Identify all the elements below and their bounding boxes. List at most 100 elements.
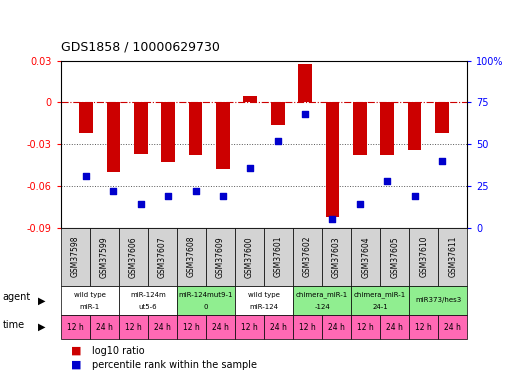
- Text: GSM37608: GSM37608: [187, 236, 196, 278]
- Text: GSM37603: GSM37603: [332, 236, 341, 278]
- Bar: [119, 286, 177, 315]
- Text: GSM37607: GSM37607: [158, 236, 167, 278]
- Point: [274, 138, 282, 144]
- Bar: [206, 228, 235, 286]
- Bar: [119, 228, 148, 286]
- Bar: [353, 102, 366, 155]
- Bar: [235, 315, 264, 339]
- Text: GSM37610: GSM37610: [419, 236, 428, 278]
- Text: 24 h: 24 h: [386, 322, 403, 332]
- Point: [219, 193, 227, 199]
- Text: 24 h: 24 h: [96, 322, 112, 332]
- Point: [328, 216, 337, 222]
- Text: agent: agent: [3, 292, 31, 303]
- Point: [137, 201, 145, 207]
- Text: 12 h: 12 h: [67, 322, 83, 332]
- Point: [246, 165, 254, 171]
- Text: 0: 0: [204, 304, 208, 310]
- Text: GSM37599: GSM37599: [100, 236, 109, 278]
- Text: 12 h: 12 h: [125, 322, 142, 332]
- Bar: [293, 315, 322, 339]
- Bar: [206, 315, 235, 339]
- Bar: [438, 315, 467, 339]
- Bar: [351, 315, 380, 339]
- Bar: [380, 102, 394, 155]
- Text: miR-124mut9-1: miR-124mut9-1: [178, 292, 233, 298]
- Bar: [351, 286, 409, 315]
- Text: chimera_miR-1: chimera_miR-1: [296, 292, 348, 298]
- Bar: [177, 315, 206, 339]
- Text: miR-124m: miR-124m: [130, 292, 166, 298]
- Bar: [188, 102, 202, 155]
- Text: ■: ■: [71, 360, 82, 370]
- Bar: [322, 228, 351, 286]
- Text: 24 h: 24 h: [328, 322, 345, 332]
- Bar: [177, 228, 206, 286]
- Bar: [61, 315, 90, 339]
- Text: wild type: wild type: [74, 292, 106, 298]
- Bar: [351, 228, 380, 286]
- Point: [410, 193, 419, 199]
- Text: miR-1: miR-1: [80, 304, 100, 310]
- Bar: [326, 102, 340, 216]
- Bar: [162, 102, 175, 162]
- Bar: [435, 102, 449, 133]
- Bar: [177, 286, 235, 315]
- Bar: [90, 315, 119, 339]
- Text: chimera_miR-1: chimera_miR-1: [354, 292, 406, 298]
- Text: 12 h: 12 h: [357, 322, 374, 332]
- Bar: [61, 228, 90, 286]
- Point: [355, 201, 364, 207]
- Bar: [235, 228, 264, 286]
- Text: GSM37604: GSM37604: [361, 236, 370, 278]
- Text: GSM37600: GSM37600: [245, 236, 254, 278]
- Text: 12 h: 12 h: [241, 322, 258, 332]
- Point: [109, 188, 118, 194]
- Text: GSM37601: GSM37601: [274, 236, 283, 278]
- Text: miR373/hes3: miR373/hes3: [415, 297, 461, 303]
- Bar: [148, 315, 177, 339]
- Point: [301, 111, 309, 117]
- Point: [164, 193, 173, 199]
- Bar: [293, 228, 322, 286]
- Bar: [90, 228, 119, 286]
- Text: miR-124: miR-124: [250, 304, 278, 310]
- Text: wild type: wild type: [248, 292, 280, 298]
- Text: GSM37606: GSM37606: [129, 236, 138, 278]
- Point: [82, 173, 90, 179]
- Bar: [148, 228, 177, 286]
- Text: ▶: ▶: [38, 322, 45, 332]
- Bar: [322, 315, 351, 339]
- Bar: [235, 286, 293, 315]
- Bar: [134, 102, 148, 154]
- Text: 24 h: 24 h: [212, 322, 229, 332]
- Bar: [107, 102, 120, 172]
- Text: ut5-6: ut5-6: [138, 304, 157, 310]
- Text: GDS1858 / 10000629730: GDS1858 / 10000629730: [61, 40, 220, 53]
- Bar: [61, 286, 119, 315]
- Bar: [380, 228, 409, 286]
- Point: [191, 188, 200, 194]
- Text: time: time: [3, 320, 25, 330]
- Text: GSM37605: GSM37605: [390, 236, 399, 278]
- Point: [383, 178, 391, 184]
- Text: GSM37602: GSM37602: [303, 236, 312, 278]
- Text: 24-1: 24-1: [372, 304, 388, 310]
- Text: GSM37609: GSM37609: [216, 236, 225, 278]
- Text: 12 h: 12 h: [299, 322, 316, 332]
- Bar: [298, 63, 312, 102]
- Bar: [438, 228, 467, 286]
- Text: ■: ■: [71, 345, 82, 355]
- Bar: [409, 228, 438, 286]
- Point: [438, 158, 446, 164]
- Bar: [216, 102, 230, 169]
- Text: -124: -124: [314, 304, 330, 310]
- Bar: [79, 102, 93, 133]
- Bar: [293, 286, 351, 315]
- Bar: [409, 315, 438, 339]
- Text: 24 h: 24 h: [445, 322, 461, 332]
- Bar: [409, 286, 467, 315]
- Text: 24 h: 24 h: [270, 322, 287, 332]
- Bar: [271, 102, 285, 125]
- Bar: [380, 315, 409, 339]
